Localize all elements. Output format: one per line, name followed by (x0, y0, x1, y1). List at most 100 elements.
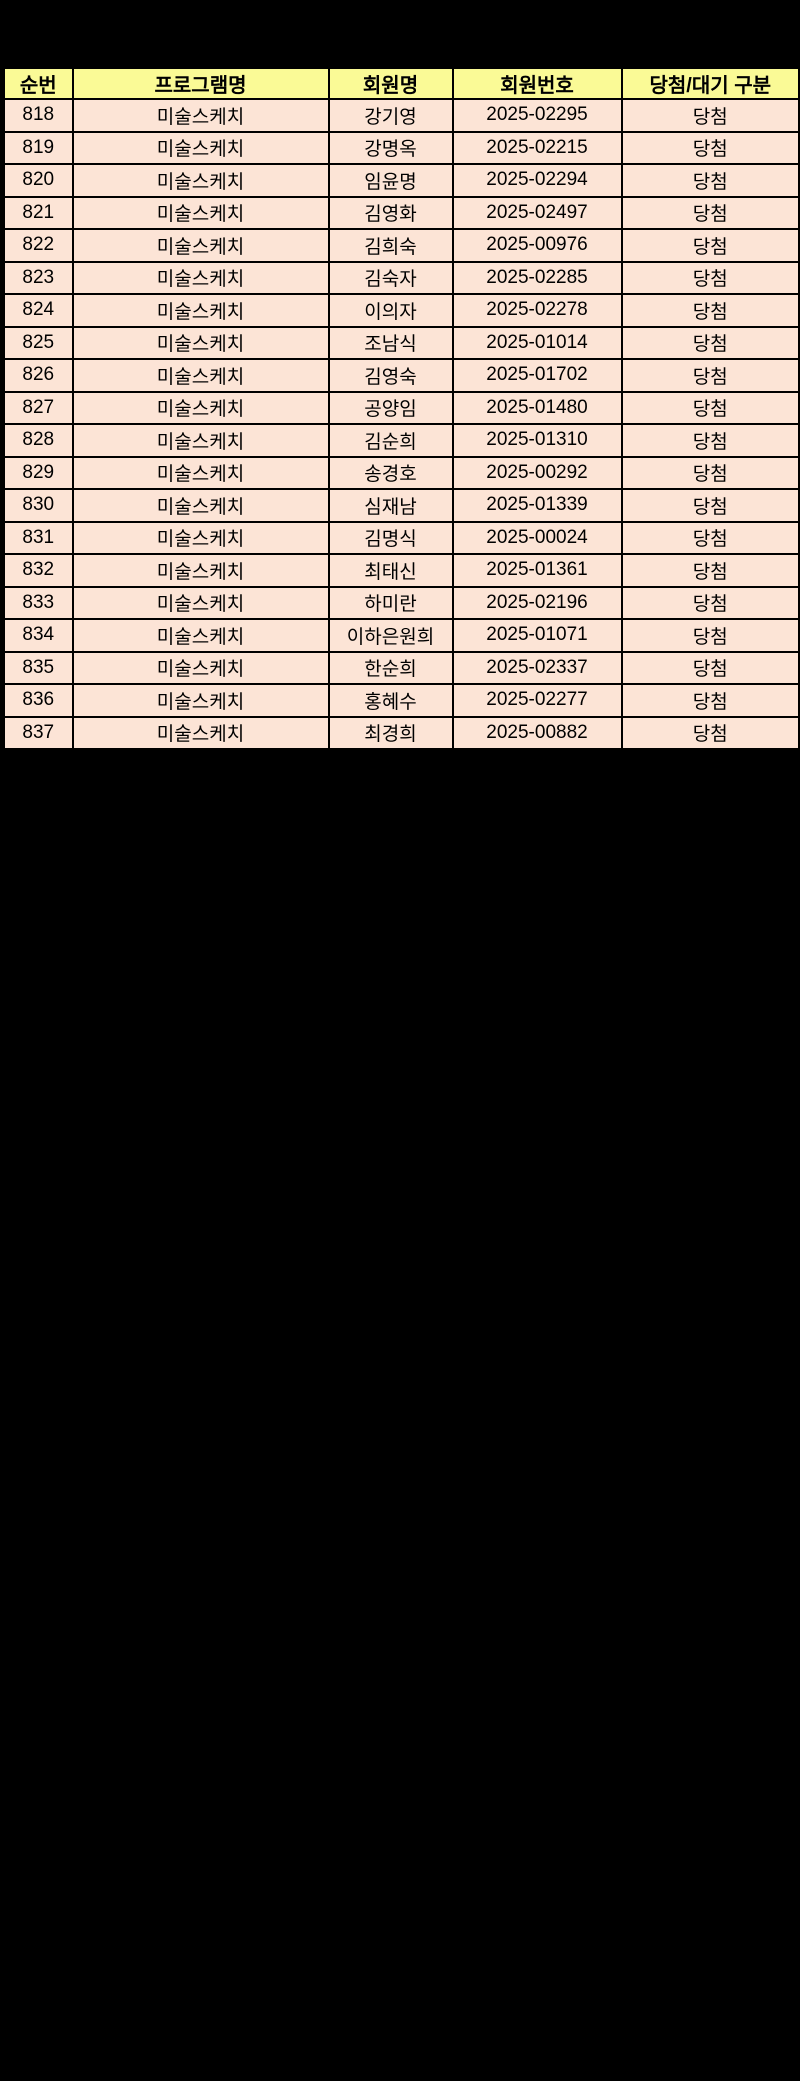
cell-member-no: 2025-01014 (451, 325, 623, 360)
table-row: 829 미술스케치 송경호 2025-00292 당첨 (2, 455, 800, 490)
cell-member-no: 2025-02497 (451, 195, 623, 230)
cell-status: 당첨 (620, 585, 800, 620)
cell-program: 미술스케치 (71, 455, 330, 490)
table-row: 837 미술스케치 최경희 2025-00882 당첨 (2, 715, 800, 750)
cell-status: 당첨 (620, 715, 800, 750)
cell-program: 미술스케치 (71, 163, 330, 198)
cell-member-no: 2025-00882 (451, 715, 623, 750)
cell-member-name: 김숙자 (327, 260, 454, 295)
cell-member-no: 2025-00976 (451, 228, 623, 263)
cell-program: 미술스케치 (71, 423, 330, 458)
cell-member-name: 최경희 (327, 715, 454, 750)
cell-member-no: 2025-02337 (451, 650, 623, 685)
cell-status: 당첨 (620, 455, 800, 490)
table-row: 826 미술스케치 김영숙 2025-01702 당첨 (2, 358, 800, 393)
table-row: 836 미술스케치 홍혜수 2025-02277 당첨 (2, 683, 800, 718)
cell-seq: 830 (2, 488, 74, 523)
cell-seq: 822 (2, 228, 74, 263)
cell-member-name: 한순희 (327, 650, 454, 685)
cell-member-name: 임윤명 (327, 163, 454, 198)
cell-seq: 836 (2, 683, 74, 718)
cell-seq: 819 (2, 130, 74, 165)
cell-member-no: 2025-01310 (451, 423, 623, 458)
cell-seq: 820 (2, 163, 74, 198)
cell-member-name: 김영화 (327, 195, 454, 230)
table-row: 835 미술스케치 한순희 2025-02337 당첨 (2, 650, 800, 685)
column-header-seq: 순번 (2, 66, 74, 100)
cell-seq: 823 (2, 260, 74, 295)
table-row: 833 미술스케치 하미란 2025-02196 당첨 (2, 585, 800, 620)
cell-member-name: 이하은원희 (327, 618, 454, 653)
table-row: 824 미술스케치 이의자 2025-02278 당첨 (2, 293, 800, 328)
cell-seq: 834 (2, 618, 74, 653)
cell-seq: 829 (2, 455, 74, 490)
cell-seq: 824 (2, 293, 74, 328)
cell-status: 당첨 (620, 325, 800, 360)
cell-member-no: 2025-02278 (451, 293, 623, 328)
column-header-member-no: 회원번호 (451, 66, 623, 100)
cell-program: 미술스케치 (71, 325, 330, 360)
cell-member-no: 2025-00292 (451, 455, 623, 490)
cell-seq: 821 (2, 195, 74, 230)
cell-status: 당첨 (620, 358, 800, 393)
cell-member-no: 2025-01361 (451, 553, 623, 588)
cell-program: 미술스케치 (71, 293, 330, 328)
cell-status: 당첨 (620, 228, 800, 263)
cell-member-name: 최태신 (327, 553, 454, 588)
table-row: 825 미술스케치 조남식 2025-01014 당첨 (2, 325, 800, 360)
cell-member-name: 공양임 (327, 390, 454, 425)
cell-member-no: 2025-01702 (451, 358, 623, 393)
table-header-row: 순번 프로그램명 회원명 회원번호 당첨/대기 구분 (2, 66, 800, 100)
cell-status: 당첨 (620, 98, 800, 133)
column-header-program: 프로그램명 (71, 66, 330, 100)
cell-program: 미술스케치 (71, 488, 330, 523)
table-row: 819 미술스케치 강명옥 2025-02215 당첨 (2, 130, 800, 165)
cell-status: 당첨 (620, 163, 800, 198)
cell-program: 미술스케치 (71, 520, 330, 555)
cell-seq: 835 (2, 650, 74, 685)
cell-seq: 826 (2, 358, 74, 393)
table-row: 834 미술스케치 이하은원희 2025-01071 당첨 (2, 618, 800, 653)
cell-seq: 818 (2, 98, 74, 133)
cell-seq: 827 (2, 390, 74, 425)
cell-seq: 831 (2, 520, 74, 555)
cell-status: 당첨 (620, 650, 800, 685)
results-table-container: 순번 프로그램명 회원명 회원번호 당첨/대기 구분 818 미술스케치 강기영 2025-0… (2, 66, 800, 751)
cell-member-name: 심재남 (327, 488, 454, 523)
cell-program: 미술스케치 (71, 228, 330, 263)
cell-seq: 833 (2, 585, 74, 620)
cell-status: 당첨 (620, 195, 800, 230)
cell-seq: 837 (2, 715, 74, 750)
cell-seq: 828 (2, 423, 74, 458)
column-header-member-name: 회원명 (327, 66, 454, 100)
cell-member-no: 2025-01480 (451, 390, 623, 425)
cell-member-name: 송경호 (327, 455, 454, 490)
cell-member-no: 2025-01071 (451, 618, 623, 653)
cell-program: 미술스케치 (71, 650, 330, 685)
cell-status: 당첨 (620, 618, 800, 653)
cell-member-name: 조남식 (327, 325, 454, 360)
cell-member-name: 김희숙 (327, 228, 454, 263)
cell-program: 미술스케치 (71, 358, 330, 393)
cell-status: 당첨 (620, 260, 800, 295)
table-row: 832 미술스케치 최태신 2025-01361 당첨 (2, 553, 800, 588)
results-table: 순번 프로그램명 회원명 회원번호 당첨/대기 구분 818 미술스케치 강기영 2025-0… (2, 66, 800, 751)
cell-status: 당첨 (620, 390, 800, 425)
cell-status: 당첨 (620, 488, 800, 523)
cell-program: 미술스케치 (71, 390, 330, 425)
cell-member-no: 2025-02277 (451, 683, 623, 718)
table-body: 818 미술스케치 강기영 2025-02295 당첨 819 미술스케치 강명옥 2025-0… (2, 98, 800, 750)
table-header: 순번 프로그램명 회원명 회원번호 당첨/대기 구분 (2, 66, 800, 100)
cell-status: 당첨 (620, 520, 800, 555)
cell-seq: 825 (2, 325, 74, 360)
cell-member-name: 강명옥 (327, 130, 454, 165)
cell-member-no: 2025-02196 (451, 585, 623, 620)
cell-member-no: 2025-01339 (451, 488, 623, 523)
table-row: 827 미술스케치 공양임 2025-01480 당첨 (2, 390, 800, 425)
cell-status: 당첨 (620, 683, 800, 718)
cell-program: 미술스케치 (71, 98, 330, 133)
cell-member-no: 2025-02285 (451, 260, 623, 295)
cell-member-no: 2025-02294 (451, 163, 623, 198)
cell-member-name: 김명식 (327, 520, 454, 555)
